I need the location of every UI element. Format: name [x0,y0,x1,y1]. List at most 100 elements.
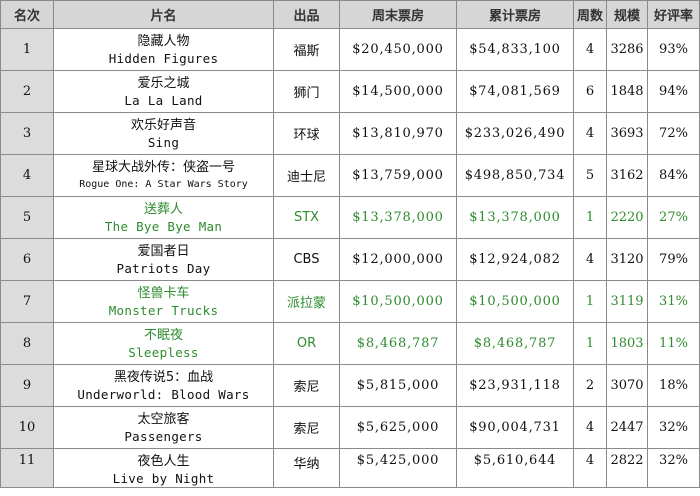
title-cell: 隐藏人物 Hidden Figures [53,28,274,71]
cumulative-gross-cell: $498,850,734 [456,154,574,197]
title-english: Passengers [124,428,203,444]
theaters-cell: 3070 [606,364,648,407]
table-row: 2 爱乐之城 La La Land 狮门 $14,500,000 $74,081,569 6… [0,70,700,113]
rank-cell: 7 [0,280,54,323]
cumulative-gross-cell: $5,610,644 [456,448,574,488]
table-row: 9 黑夜传说5：血战 Underworld: Blood Wars 索尼 $5,815,… [0,364,700,407]
distributor-cell: 派拉蒙 [273,280,340,323]
title-chinese: 怪兽卡车 [137,285,190,301]
theaters-cell: 3119 [606,280,648,323]
title-chinese: 不眠夜 [143,327,183,343]
weeks-cell: 4 [573,406,607,449]
table-row: 10 太空旅客 Passengers 索尼 $5,625,000 $90,004,731 4… [0,406,700,449]
title-english: Monster Trucks [108,302,219,318]
title-english: Underworld: Blood Wars [77,386,250,402]
weeks-cell: 6 [573,70,607,113]
rank-cell: 1 [0,28,54,71]
title-english: Hidden Figures [108,50,219,66]
header-cumulative-gross: 累计票房 [456,0,574,29]
distributor-cell: STX [273,196,340,239]
rank-cell: 6 [0,238,54,281]
distributor-cell: 华纳 [273,448,340,488]
rating-cell: 72% [647,112,700,155]
rating-cell: 18% [647,364,700,407]
weeks-cell: 1 [573,196,607,239]
distributor-cell: OR [273,322,340,365]
title-cell: 太空旅客 Passengers [53,406,274,449]
cumulative-gross-cell: $233,026,490 [456,112,574,155]
rank-cell: 8 [0,322,54,365]
distributor-cell: 索尼 [273,364,340,407]
title-chinese: 爱乐之城 [137,75,190,91]
weekend-gross-cell: $14,500,000 [339,70,457,113]
title-chinese: 欢乐好声音 [130,117,196,133]
table-body: 1 隐藏人物 Hidden Figures 福斯 $20,450,000 $54,833,… [0,28,700,488]
title-cell: 不眠夜 Sleepless [53,322,274,365]
title-chinese: 太空旅客 [137,411,190,427]
rank-cell: 3 [0,112,54,155]
weekend-gross-cell: $5,625,000 [339,406,457,449]
rating-cell: 79% [647,238,700,281]
table-row: 7 怪兽卡车 Monster Trucks 派拉蒙 $10,500,000 $10,500… [0,280,700,323]
cumulative-gross-cell: $74,081,569 [456,70,574,113]
title-cell: 怪兽卡车 Monster Trucks [53,280,274,323]
title-cell: 欢乐好声音 Sing [53,112,274,155]
table-row: 6 爱国者日 Patriots Day CBS $12,000,000 $12,924,0… [0,238,700,281]
weeks-cell: 1 [573,322,607,365]
rating-cell: 32% [647,448,700,488]
weekend-gross-cell: $13,759,000 [339,154,457,197]
rating-cell: 31% [647,280,700,323]
title-english: Sleepless [128,344,199,360]
weeks-cell: 4 [573,112,607,155]
rating-cell: 11% [647,322,700,365]
title-english: Patriots Day [116,260,211,276]
rating-cell: 84% [647,154,700,197]
title-english: La La Land [124,92,203,108]
weeks-cell: 5 [573,154,607,197]
weeks-cell: 4 [573,28,607,71]
cumulative-gross-cell: $90,004,731 [456,406,574,449]
title-chinese: 星球大战外传：侠盗一号 [91,159,235,175]
rank-cell: 9 [0,364,54,407]
rank-cell: 5 [0,196,54,239]
title-chinese: 夜色人生 [137,454,190,469]
weeks-cell: 4 [573,448,607,488]
cumulative-gross-cell: $54,833,100 [456,28,574,71]
title-chinese: 送葬人 [143,201,183,217]
distributor-cell: 索尼 [273,406,340,449]
title-chinese: 隐藏人物 [137,33,190,49]
rank-cell: 10 [0,406,54,449]
title-chinese: 黑夜传说5：血战 [113,369,214,385]
title-english: Rogue One: A Star Wars Story [79,178,248,190]
weeks-cell: 1 [573,280,607,323]
table-row: 11 夜色人生 Live by Night 华纳 $5,425,000 $5,610,64… [0,448,700,488]
title-cell: 黑夜传说5：血战 Underworld: Blood Wars [53,364,274,407]
theaters-cell: 2447 [606,406,648,449]
weekend-gross-cell: $10,500,000 [339,280,457,323]
header-weekend-gross: 周末票房 [339,0,457,29]
title-english: Live by Night [112,471,215,486]
theaters-cell: 2220 [606,196,648,239]
theaters-cell: 2822 [606,448,648,488]
header-distributor: 出品 [273,0,340,29]
weekend-gross-cell: $20,450,000 [339,28,457,71]
rating-cell: 93% [647,28,700,71]
title-cell: 爱乐之城 La La Land [53,70,274,113]
weekend-gross-cell: $12,000,000 [339,238,457,281]
distributor-cell: CBS [273,238,340,281]
header-rank: 名次 [0,0,54,29]
weekend-gross-cell: $5,815,000 [339,364,457,407]
weeks-cell: 2 [573,364,607,407]
weekend-gross-cell: $8,468,787 [339,322,457,365]
theaters-cell: 3693 [606,112,648,155]
title-cell: 送葬人 The Bye Bye Man [53,196,274,239]
distributor-cell: 迪士尼 [273,154,340,197]
cumulative-gross-cell: $8,468,787 [456,322,574,365]
title-cell: 爱国者日 Patriots Day [53,238,274,281]
table-row: 3 欢乐好声音 Sing 环球 $13,810,970 $233,026,490 4 3693… [0,112,700,155]
header-weeks: 周数 [573,0,607,29]
theaters-cell: 1848 [606,70,648,113]
cumulative-gross-cell: $12,924,082 [456,238,574,281]
weekend-gross-cell: $13,378,000 [339,196,457,239]
